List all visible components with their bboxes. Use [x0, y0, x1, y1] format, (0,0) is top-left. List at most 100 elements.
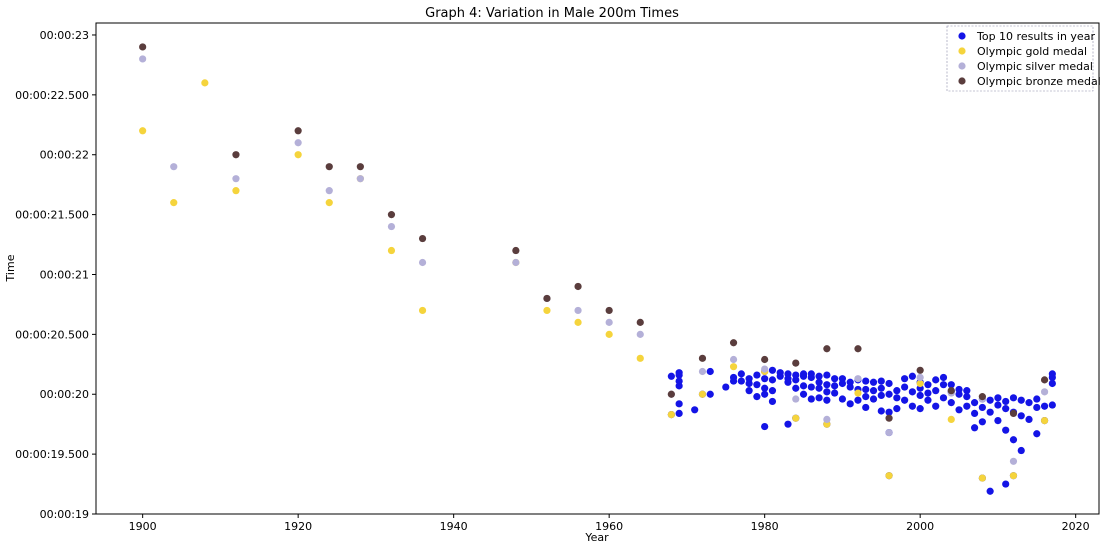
data-point	[1048, 379, 1056, 388]
data-point	[325, 187, 333, 195]
data-point	[543, 294, 551, 303]
data-point	[877, 391, 885, 400]
data-point	[792, 414, 800, 422]
x-tick-label: 2000	[906, 520, 934, 533]
legend-marker	[958, 47, 966, 55]
data-point	[963, 387, 971, 395]
data-point	[807, 370, 815, 378]
data-point	[294, 151, 302, 159]
data-point	[512, 258, 520, 267]
data-point	[675, 409, 683, 418]
y-axis-label: Time	[4, 254, 17, 282]
data-point	[792, 376, 800, 384]
data-point	[955, 406, 963, 414]
data-point	[232, 187, 240, 195]
data-point	[978, 474, 986, 482]
data-point	[761, 365, 769, 373]
data-point	[885, 414, 893, 422]
data-point	[831, 389, 839, 397]
data-point	[924, 381, 932, 389]
data-point	[1025, 415, 1033, 423]
data-point	[947, 387, 955, 395]
data-point	[885, 408, 893, 416]
y-tick-label: 00:00:22	[40, 149, 89, 162]
data-point	[1040, 388, 1049, 396]
data-point	[729, 355, 738, 364]
data-point	[908, 402, 916, 410]
data-point	[862, 377, 870, 385]
data-point	[325, 199, 333, 207]
data-point	[893, 387, 901, 395]
data-point	[932, 376, 940, 384]
data-point	[963, 402, 971, 410]
data-point	[994, 416, 1002, 425]
data-point	[792, 395, 800, 403]
data-point	[776, 369, 784, 377]
data-point	[823, 388, 831, 396]
data-point	[862, 403, 870, 412]
data-point	[753, 371, 761, 379]
data-point	[1040, 376, 1049, 384]
data-point	[761, 375, 769, 383]
x-tick-label: 2020	[1062, 520, 1090, 533]
legend-label: Olympic silver medal	[977, 60, 1093, 73]
data-point	[729, 373, 738, 382]
data-point	[667, 372, 675, 380]
data-point	[170, 163, 178, 171]
data-point	[605, 306, 613, 315]
data-point	[1017, 396, 1025, 404]
data-point	[854, 396, 862, 404]
data-point	[387, 222, 396, 231]
data-point	[831, 382, 839, 390]
legend-label: Olympic gold medal	[977, 45, 1087, 58]
data-point	[1017, 446, 1025, 455]
data-point	[823, 396, 831, 404]
data-point	[807, 395, 815, 403]
data-point	[986, 487, 994, 495]
data-point	[729, 363, 738, 371]
data-point	[418, 258, 427, 267]
data-point	[784, 420, 792, 428]
x-axis-label: Year	[584, 531, 609, 544]
legend: Top 10 results in year Olympic gold medal…	[946, 25, 1101, 92]
data-point	[994, 394, 1002, 402]
data-point	[706, 390, 714, 398]
data-point	[939, 394, 948, 402]
data-point	[761, 390, 769, 398]
data-point	[877, 407, 885, 415]
data-point	[1033, 403, 1041, 412]
data-point	[737, 370, 745, 378]
data-point	[761, 422, 769, 431]
y-tick-label: 00:00:23	[40, 29, 89, 42]
data-point	[869, 395, 878, 403]
data-point	[970, 399, 979, 407]
data-point	[737, 377, 745, 385]
data-point	[924, 396, 932, 404]
data-point	[854, 389, 862, 397]
data-point	[1009, 394, 1018, 402]
data-point	[963, 393, 971, 401]
data-point	[823, 415, 831, 423]
data-point	[675, 382, 683, 390]
data-point	[201, 79, 209, 87]
data-point	[1009, 472, 1018, 480]
data-point	[862, 393, 870, 401]
data-point	[1009, 409, 1018, 418]
data-point	[986, 408, 994, 416]
legend-label: Olympic bronze medal	[977, 75, 1101, 88]
data-point	[667, 411, 675, 419]
data-point	[729, 339, 738, 347]
data-point	[978, 403, 986, 412]
data-point	[675, 369, 683, 377]
data-point	[356, 163, 364, 171]
legend-marker	[958, 77, 966, 85]
data-point	[1009, 457, 1018, 465]
data-point	[869, 378, 878, 386]
series-1	[139, 79, 1049, 482]
data-point	[574, 318, 582, 326]
data-point	[893, 394, 901, 402]
plot-frame	[95, 22, 1100, 515]
data-point	[784, 370, 792, 378]
data-point	[947, 399, 955, 407]
